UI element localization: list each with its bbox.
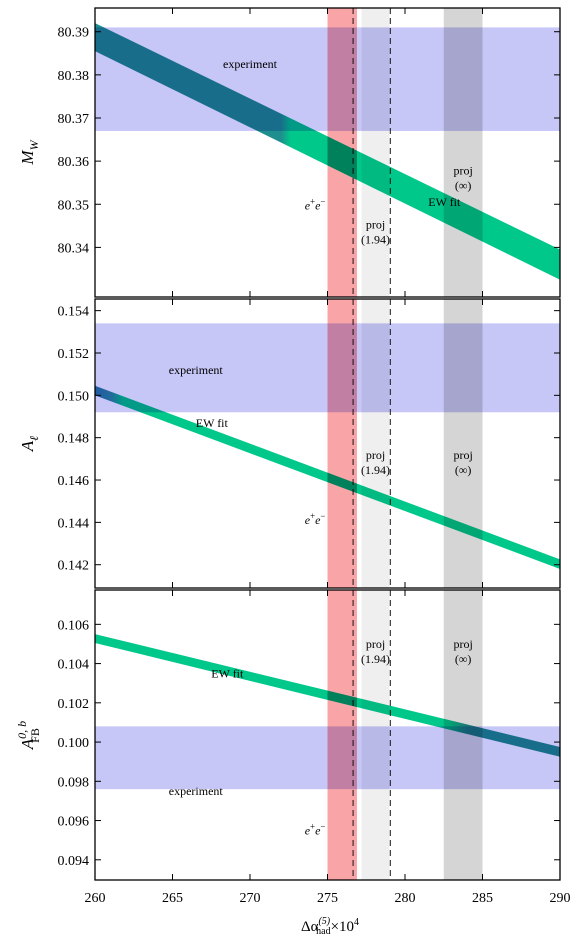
panel-mw: 80.34 80.35 80.36 80.37 80.38 80.39 MW experime…: [18, 7, 561, 298]
proj194-label-line1-mw: proj: [366, 217, 385, 231]
y-tick-label-mw-1: 80.35: [58, 198, 90, 213]
x-tick-label-6: 290: [550, 891, 571, 906]
y-tick-label-afb-3: 0.100: [58, 736, 90, 751]
y-tick-label-mw-5: 80.39: [58, 26, 90, 41]
x-tick-label-2: 270: [240, 891, 261, 906]
y-tick-label-al-3: 0.148: [58, 432, 90, 447]
y-axis-label-afb: A0, bFB: [15, 721, 42, 750]
proj194-label-line2-al: (1.94): [361, 463, 390, 477]
y-tick-label-al-2: 0.146: [58, 474, 90, 489]
projinf-label-line1-al: proj: [453, 448, 472, 462]
x-axis: 260 265 270 275 280 285 290 Δα(5) had×104: [85, 891, 571, 937]
proj194-label-line2-mw: (1.94): [361, 232, 390, 246]
proj194-band-al: [361, 299, 390, 588]
panel-al: 0.142 0.144 0.146 0.148 0.150 0.152 0.154 Aℓ exp…: [18, 298, 561, 589]
projinf-band-mw: [443, 8, 483, 297]
projinf-label-line2-afb: (∞): [455, 652, 472, 666]
projinf-label-line2-mw: (∞): [455, 178, 472, 192]
panel-afb: 0.094 0.096 0.098 0.100 0.102 0.104 0.106 A0, b…: [15, 589, 561, 881]
y-tick-label-mw-0: 80.34: [58, 241, 90, 256]
y-tick-label-afb-1: 0.096: [58, 815, 90, 830]
projinf-label-line1-afb: proj: [453, 637, 472, 651]
x-tick-label-4: 280: [395, 891, 416, 906]
projinf-label-line2-al: (∞): [455, 463, 472, 477]
ee-band-label-afb: e+e−: [305, 821, 326, 837]
ee-band-al: [327, 299, 357, 588]
projinf-band-al: [443, 299, 483, 588]
proj194-label-line1-al: proj: [366, 448, 385, 462]
y-tick-label-al-0: 0.142: [58, 559, 90, 574]
ew-fit-label-afb: EW fit: [211, 666, 244, 680]
y-tick-label-al-5: 0.152: [58, 347, 90, 362]
x-axis-label: Δα(5) had×104: [301, 916, 359, 937]
experiment-label-mw: experiment: [223, 57, 278, 71]
experiment-label-afb: experiment: [169, 784, 224, 798]
x-tick-label-1: 265: [162, 891, 183, 906]
ee-band-label-al: e+e−: [305, 511, 326, 527]
x-tick-label-3: 275: [317, 891, 338, 906]
y-tick-label-afb-5: 0.104: [58, 658, 90, 673]
y-tick-label-afb-4: 0.102: [58, 697, 90, 712]
y-tick-label-al-4: 0.150: [58, 389, 90, 404]
ew-fit-label-al: EW fit: [196, 416, 229, 430]
x-tick-label-0: 260: [85, 891, 106, 906]
plot-area-afb: [95, 590, 560, 880]
projinf-label-line1-mw: proj: [453, 163, 472, 177]
y-axis-label-al: Aℓ: [18, 436, 41, 452]
ee-band-label-mw: e+e−: [305, 197, 326, 213]
proj194-band-mw: [361, 8, 390, 297]
y-tick-label-afb-2: 0.098: [58, 775, 90, 790]
proj194-label-line2-afb: (1.94): [361, 652, 390, 666]
y-tick-label-afb-6: 0.106: [58, 618, 90, 633]
experiment-label-al: experiment: [169, 363, 224, 377]
y-tick-label-afb-0: 0.094: [58, 854, 90, 869]
y-tick-label-al-1: 0.144: [58, 516, 90, 531]
ew-fit-band-mw: [95, 23, 560, 280]
y-tick-label-mw-2: 80.36: [58, 155, 90, 170]
ew-fit-label-mw: EW fit: [428, 195, 461, 209]
y-tick-label-al-6: 0.154: [58, 305, 90, 320]
ew-fit-band-afb: [95, 634, 560, 757]
ee-band-afb: [327, 590, 357, 880]
proj194-label-line1-afb: proj: [366, 637, 385, 651]
plot-area-mw: [95, 8, 560, 297]
y-tick-label-mw-3: 80.37: [58, 112, 90, 127]
y-axis-label-mw: MW: [18, 139, 41, 165]
x-tick-label-5: 285: [472, 891, 493, 906]
ew-fit-band-al: [95, 385, 560, 569]
proj194-band-afb: [361, 590, 390, 880]
plot-area-al: [95, 299, 560, 588]
y-tick-label-mw-4: 80.38: [58, 69, 90, 84]
